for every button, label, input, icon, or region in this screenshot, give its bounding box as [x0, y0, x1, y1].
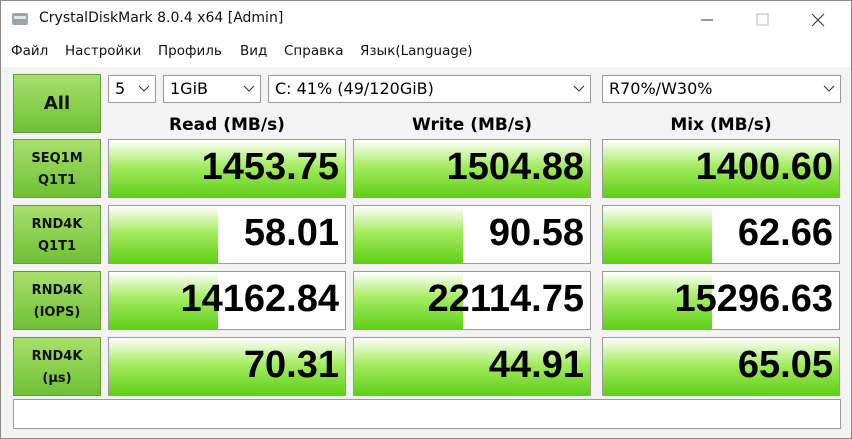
result-value: 62.66 — [737, 212, 833, 254]
menu-item[interactable]: Профиль — [158, 43, 222, 59]
result-cell: 15296.63 — [602, 271, 840, 330]
row-label: SEQ1M — [31, 151, 83, 166]
result-bar — [603, 206, 712, 263]
window-title: CrystalDiskMark 8.0.4 x64 [Admin] — [39, 10, 284, 26]
select-value: 5 — [115, 79, 126, 98]
result-value: 58.01 — [243, 212, 339, 254]
menu-bar: Файл Настройки Профиль Вид Справка Язык(Langu… — [1, 37, 851, 67]
result-value: 22114.75 — [427, 278, 584, 320]
title-bar: CrystalDiskMark 8.0.4 x64 [Admin] — [1, 1, 851, 37]
result-bar — [354, 206, 463, 263]
row-label: (μs) — [42, 371, 72, 386]
result-cell: 90.58 — [353, 205, 591, 264]
result-bar — [354, 338, 590, 395]
row-label: RND4K — [31, 217, 83, 232]
app-icon — [12, 13, 28, 25]
result-value: 15296.63 — [674, 278, 834, 320]
result-cell: 1400.60 — [602, 139, 840, 198]
column-header: Mix (MB/s) — [670, 115, 772, 135]
run-all-button[interactable]: All — [13, 74, 101, 133]
row-button[interactable]: RND4K Q1T1 — [13, 205, 101, 264]
menu-item[interactable]: Вид — [240, 43, 268, 59]
result-bar — [354, 140, 590, 197]
result-bar — [603, 338, 839, 395]
result-value: 65.05 — [737, 344, 833, 386]
window-controls[interactable] — [701, 13, 841, 27]
select-value: C: 41% (49/120GiB) — [275, 79, 434, 98]
row-button[interactable]: RND4K (IOPS) — [13, 271, 101, 330]
dropdown-arrow — [243, 85, 255, 92]
size-select[interactable]: 1GiB — [163, 75, 261, 103]
row-label: (IOPS) — [33, 305, 81, 320]
result-value: 90.58 — [488, 212, 584, 254]
result-cell: 1504.88 — [353, 139, 591, 198]
count-select[interactable]: 5 — [108, 75, 156, 103]
row-label: Q1T1 — [37, 173, 76, 188]
result-bar — [109, 272, 218, 329]
result-value: 70.31 — [243, 344, 339, 386]
dropdown-arrow — [138, 85, 150, 92]
result-bar — [354, 272, 463, 329]
row-button[interactable]: RND4K (μs) — [13, 337, 101, 396]
menu-item[interactable]: Справка — [284, 43, 344, 59]
result-bar — [109, 338, 345, 395]
dropdown-arrow — [573, 85, 585, 92]
result-cell: 65.05 — [602, 337, 840, 396]
result-value: 14162.84 — [180, 278, 340, 320]
result-bar — [109, 140, 345, 197]
result-cell: 70.31 — [108, 337, 346, 396]
result-cell: 22114.75 — [353, 271, 591, 330]
menu-item[interactable]: Файл — [11, 43, 49, 59]
menu-item[interactable]: Язык(Language) — [360, 43, 473, 59]
drive-select[interactable]: C: 41% (49/120GiB) — [268, 75, 591, 103]
result-cell: 1453.75 — [108, 139, 346, 198]
select-value: R70%/W30% — [609, 79, 713, 98]
row-button[interactable]: SEQ1M Q1T1 — [13, 139, 101, 198]
result-value: 44.91 — [488, 344, 584, 386]
column-header: Read (MB/s) — [169, 115, 285, 135]
result-value: 1453.75 — [201, 146, 339, 188]
row-label: RND4K — [31, 283, 83, 298]
comment-box[interactable] — [13, 399, 841, 429]
result-cell: 14162.84 — [108, 271, 346, 330]
result-value: 1400.60 — [695, 146, 833, 188]
result-bar — [603, 272, 712, 329]
column-header: Write (MB/s) — [412, 115, 532, 135]
result-cell: 62.66 — [602, 205, 840, 264]
select-value: 1GiB — [170, 79, 208, 98]
row-label: RND4K — [31, 349, 83, 364]
row-label: Q1T1 — [37, 239, 76, 254]
result-value: 1504.88 — [446, 146, 584, 188]
dropdown-arrow — [823, 85, 835, 92]
result-bar — [109, 206, 218, 263]
result-cell: 58.01 — [108, 205, 346, 264]
result-cell: 44.91 — [353, 337, 591, 396]
result-bar — [603, 140, 839, 197]
mix-select[interactable]: R70%/W30% — [602, 75, 841, 103]
menu-item[interactable]: Настройки — [65, 43, 142, 59]
